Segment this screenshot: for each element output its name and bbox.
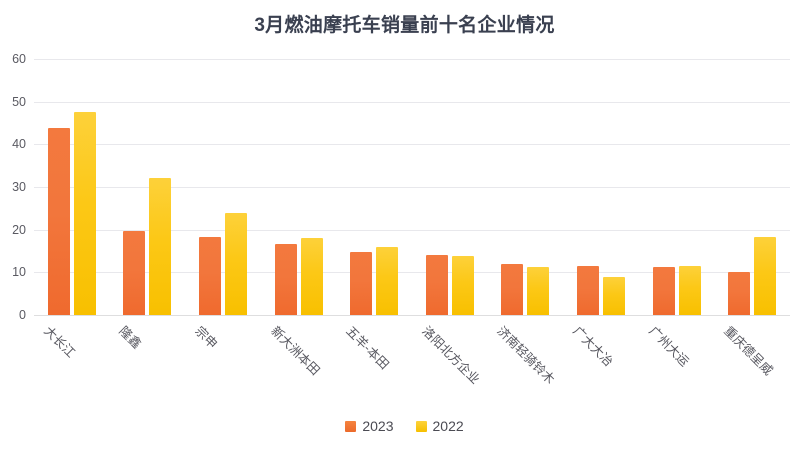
y-axis-tick-label: 0 (19, 308, 26, 322)
bar-2022-广州大运[interactable] (678, 265, 701, 315)
bar-group (123, 59, 172, 315)
bar-group (199, 59, 247, 315)
bar-2022-广大大冶[interactable] (603, 276, 625, 315)
chart-title: 3月燃油摩托车销量前十名企业情况 (254, 15, 555, 36)
y-axis-tick-label: 40 (12, 137, 26, 152)
bar-2023-济南轻骑铃木[interactable] (501, 264, 524, 315)
bar-2023-重庆德呈威[interactable] (728, 272, 751, 315)
bar-2022-宗申[interactable] (225, 212, 247, 315)
x-axis-label: 广大大冶 (570, 323, 616, 370)
bar-2022-隆鑫[interactable] (149, 178, 172, 315)
bar-group (728, 59, 777, 315)
gridline (34, 229, 790, 231)
bar-2023-新大洲本田[interactable] (274, 243, 297, 315)
plot-area (34, 59, 790, 316)
bar-2023-洛阳北方企业[interactable] (425, 254, 448, 315)
bar-2023-大长江[interactable] (47, 128, 70, 315)
bar-group (274, 59, 323, 315)
legend-label: 2022 (432, 418, 464, 434)
gridline (34, 144, 790, 146)
bar-2022-重庆德呈威[interactable] (754, 237, 777, 315)
bar-group (501, 59, 550, 315)
legend-swatch-icon (345, 420, 357, 432)
bar-2023-隆鑫[interactable] (123, 230, 146, 315)
x-axis-label: 大长江 (41, 323, 78, 361)
y-axis-tick-label: 30 (12, 180, 26, 194)
bar-2023-广州大运[interactable] (652, 267, 675, 315)
gridline (34, 315, 790, 316)
bar-group (425, 59, 474, 315)
gridline (34, 272, 790, 274)
x-axis-label: 广州大运 (645, 323, 692, 370)
bar-2022-济南轻骑铃木[interactable] (527, 267, 550, 315)
bar-2023-广大大冶[interactable] (577, 266, 599, 315)
legend-label: 2023 (362, 418, 394, 434)
legend-item-2023[interactable]: 2023 (345, 418, 394, 434)
bar-2023-宗申[interactable] (199, 236, 221, 315)
chart-legend: 2023 2022 (0, 418, 809, 434)
y-axis-tick-label: 50 (12, 94, 26, 109)
legend-item-2022[interactable]: 2022 (415, 418, 464, 434)
x-axis-label: 洛阳北方企业 (419, 323, 483, 387)
x-axis-label: 重庆德呈威 (721, 323, 776, 378)
x-axis-label: 济南轻骑铃木 (494, 323, 558, 387)
gridline (34, 187, 790, 188)
bar-2022-洛阳北方企业[interactable] (451, 255, 474, 315)
bar-group (350, 59, 399, 315)
x-axis-label: 宗申 (192, 323, 220, 352)
bar-2022-五羊-本田[interactable] (376, 246, 399, 315)
bar-2023-五羊-本田[interactable] (350, 251, 373, 315)
x-axis-labels: 大长江 隆鑫 宗申 新大洲本田 五羊-本田 洛阳北方企业 济南轻骑铃木 广大大冶 广州大运 重庆德… (34, 315, 790, 420)
y-axis-tick-label: 20 (12, 222, 26, 237)
bar-group (577, 59, 625, 315)
bar-2022-大长江[interactable] (73, 112, 96, 315)
gridline (34, 59, 790, 60)
x-axis-label: 五羊-本田 (343, 323, 392, 373)
x-axis-label: 新大洲本田 (267, 323, 322, 378)
bar-2022-新大洲本田[interactable] (300, 238, 323, 315)
bar-group (652, 59, 701, 315)
bar-group (47, 59, 96, 315)
y-axis-tick-label: 60 (12, 52, 26, 66)
y-axis-tick-label: 10 (12, 265, 26, 280)
x-axis-label: 隆鑫 (116, 323, 145, 352)
bars-layer (34, 59, 790, 315)
gridline (34, 101, 790, 103)
legend-swatch-icon (415, 420, 427, 432)
y-axis: 0 10 20 30 40 50 60 (0, 52, 30, 322)
